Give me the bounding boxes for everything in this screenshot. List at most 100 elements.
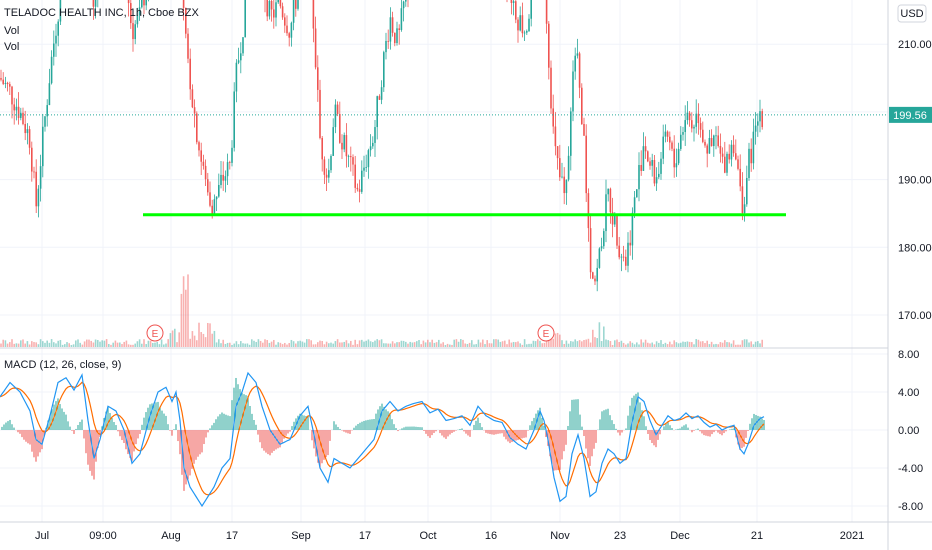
volume-bar <box>424 342 427 347</box>
volume-bar <box>218 339 220 347</box>
volume-bar <box>77 339 79 347</box>
candle-body <box>292 0 295 23</box>
candle-body <box>314 28 317 68</box>
earnings-marker-oct[interactable]: E <box>537 324 555 342</box>
macd-histogram-bar <box>101 426 103 430</box>
macd-histogram-bar <box>165 415 167 430</box>
candle-body <box>517 19 519 31</box>
volume-bar <box>314 344 317 347</box>
volume-bar <box>550 339 552 347</box>
candle-body <box>671 142 673 149</box>
candle-body <box>402 1 405 9</box>
volume-bar <box>515 342 517 347</box>
macd-histogram-bar <box>167 424 169 430</box>
candle-body <box>339 113 341 143</box>
candle-body <box>28 129 31 148</box>
candle-body <box>585 135 587 194</box>
macd-histogram-bar <box>61 408 63 430</box>
macd-histogram-bar <box>313 430 315 449</box>
macd-histogram-bar <box>135 430 137 445</box>
volume-bar <box>565 340 568 347</box>
candle-body <box>341 142 343 150</box>
support-resistance-lines[interactable] <box>0 0 888 217</box>
volume-bar <box>429 342 431 347</box>
macd-histogram-bar <box>337 426 339 430</box>
volume-bar <box>44 342 46 347</box>
macd-histogram-bar <box>453 430 455 432</box>
time-axis[interactable]: Jul 09:00 Aug 17 Sep 17 Oct 16 Nov 23 Dec 21 2021 <box>35 530 864 542</box>
volume-bar <box>468 342 471 347</box>
macd-histogram-bar <box>27 430 29 444</box>
volume-bar <box>464 343 466 347</box>
volume-bar <box>4 340 7 347</box>
macd-histogram-bar <box>91 430 93 476</box>
macd-histogram-bar <box>591 430 593 457</box>
volume-bar <box>761 339 763 347</box>
volume-bar <box>132 344 134 347</box>
macd-histogram-bar <box>575 399 577 430</box>
volume-bar <box>695 339 697 347</box>
candle-body <box>275 2 277 18</box>
macd-histogram-bar <box>571 399 573 430</box>
macd-axis[interactable]: 8.00 4.00 0.00 -4.00 -8.00 <box>898 349 923 513</box>
volume-bar <box>633 344 636 347</box>
volume-bar <box>262 342 264 347</box>
candle-body <box>24 124 26 134</box>
volume-bar <box>497 339 499 347</box>
volume-bar <box>653 344 656 347</box>
volume-bar <box>138 339 141 347</box>
candle-body <box>629 242 631 246</box>
volume-bar <box>61 344 64 347</box>
volume-bar <box>189 338 191 347</box>
volume-bar <box>176 342 178 347</box>
macd-histogram-bar <box>449 430 451 435</box>
volume-bar <box>33 342 35 347</box>
macd-histogram-bar <box>217 416 219 430</box>
macd-histogram-bar <box>533 417 535 430</box>
volume-bar <box>614 340 616 347</box>
volume-bar <box>598 322 601 347</box>
earnings-marker-aug[interactable]: E <box>146 324 164 342</box>
candle-body <box>739 168 741 187</box>
candle-body <box>222 174 224 181</box>
macd-histogram-bar <box>89 430 91 471</box>
volume-bar <box>391 341 394 347</box>
volume-bar <box>235 341 238 347</box>
macd-histogram-bar <box>565 430 567 445</box>
candle-body <box>589 228 592 273</box>
macd-histogram-bar <box>219 414 221 430</box>
volume-bar <box>136 341 139 347</box>
candle-body <box>334 104 337 128</box>
volume-bar <box>174 328 176 347</box>
candle-body <box>622 256 625 258</box>
volume-bar <box>754 341 757 347</box>
candle-body <box>6 82 9 85</box>
volume-bar <box>211 333 213 347</box>
macd-histogram-bar <box>587 430 589 459</box>
candle-body <box>627 242 629 266</box>
volume-bar <box>147 340 150 347</box>
candle-body <box>530 0 532 19</box>
volume-bar <box>490 343 493 347</box>
macd-histogram-bar <box>359 422 361 430</box>
macd-histogram-bar <box>233 387 235 430</box>
volume-bar <box>462 339 464 347</box>
currency-button[interactable]: USD <box>897 4 927 23</box>
macd-histogram-bar <box>551 430 553 465</box>
volume-bar <box>644 339 647 347</box>
candle-body <box>37 188 40 207</box>
volume-bar <box>160 339 163 347</box>
candle-body <box>616 214 618 246</box>
volume-bar <box>259 340 262 347</box>
volume-bar <box>715 343 717 347</box>
volume-bar <box>275 344 277 347</box>
macd-histogram-bar <box>425 430 427 434</box>
price-axis[interactable]: 250.00240.00230.00220.00210.00190.00180.… <box>898 0 932 322</box>
macd-histogram-bar <box>499 430 501 434</box>
candle-body <box>22 112 24 125</box>
volume-bar <box>22 339 24 347</box>
volume-bar <box>475 344 477 347</box>
macd-histogram-bar <box>237 384 239 430</box>
candle-body <box>592 272 594 279</box>
